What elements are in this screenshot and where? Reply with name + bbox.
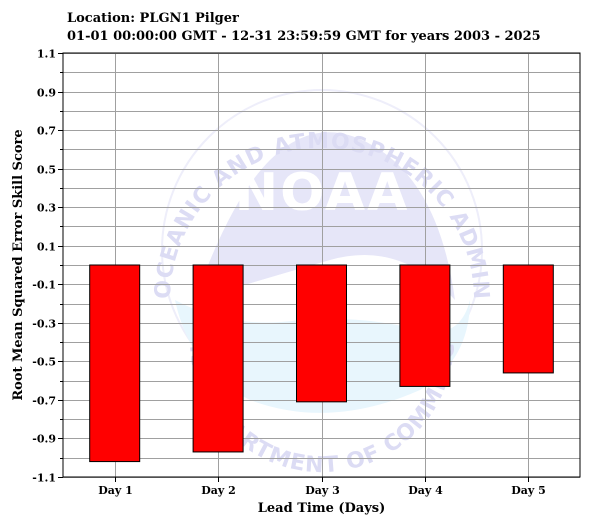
- bar-day-5: [502, 264, 554, 374]
- y-tick-label: 0.5: [37, 164, 56, 177]
- x-tick-label: Day 5: [511, 484, 546, 497]
- y-tick-label: -1.1: [32, 472, 56, 485]
- y-tick-label: -0.7: [32, 395, 56, 408]
- bar-day-1: [89, 264, 141, 463]
- y-tick-label: -0.1: [32, 279, 56, 292]
- y-axis-ticks: 1.1 0.9 0.7 0.5 0.3 0.1 -0.1 -0.3 -0.5 -0.7 -0.9 -1…: [32, 48, 63, 485]
- y-tick-label: 0.3: [37, 202, 56, 215]
- seal-logo-text: NOAA: [235, 163, 410, 223]
- x-tick-label: Day 2: [201, 484, 236, 497]
- y-axis-title: Root Mean Squared Error Skill Score: [11, 129, 26, 400]
- y-tick-label: 0.1: [37, 241, 56, 254]
- bar-day-3: [296, 264, 347, 403]
- bar-day-2: [192, 264, 244, 453]
- x-axis-title: Lead Time (Days): [258, 501, 386, 516]
- chart-location-title: Location: PLGN1 Pilger: [67, 11, 239, 26]
- y-tick-label: 0.7: [37, 125, 56, 138]
- y-tick-label: -0.5: [32, 356, 56, 369]
- chart-period-subtitle: 01-01 00:00:00 GMT - 12-31 23:59:59 GMT …: [67, 29, 541, 44]
- x-tick-label: Day 4: [408, 484, 443, 497]
- bars-group: [89, 264, 554, 463]
- x-axis-ticks: Day 1 Day 2 Day 3 Day 4 Day 5: [98, 477, 546, 497]
- x-tick-label: Day 3: [305, 484, 340, 497]
- y-tick-label: -0.3: [32, 318, 56, 331]
- y-tick-label: -0.9: [32, 433, 56, 446]
- x-tick-label: Day 1: [98, 484, 133, 497]
- seal-bird-shape: [195, 132, 455, 300]
- y-tick-label: 0.9: [37, 87, 56, 100]
- bar-day-4: [399, 264, 451, 387]
- y-tick-label: 1.1: [37, 48, 56, 61]
